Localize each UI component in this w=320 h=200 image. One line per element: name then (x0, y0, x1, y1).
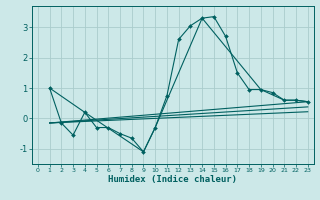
X-axis label: Humidex (Indice chaleur): Humidex (Indice chaleur) (108, 175, 237, 184)
